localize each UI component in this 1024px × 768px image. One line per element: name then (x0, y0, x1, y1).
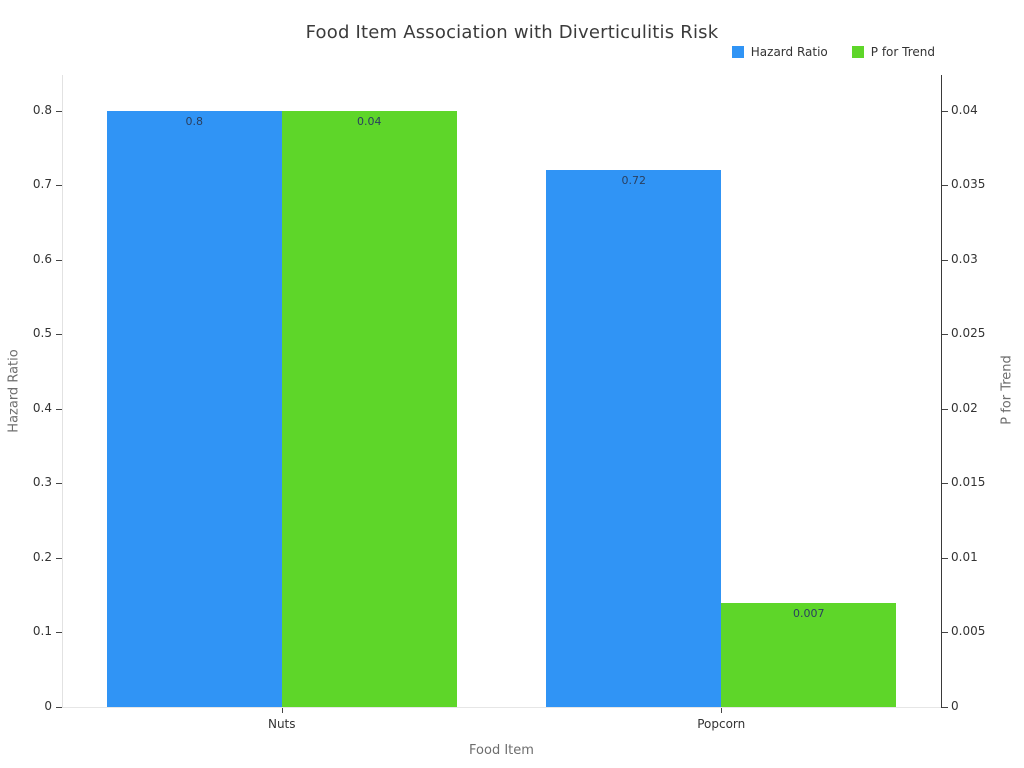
legend-item-p-for-trend[interactable]: P for Trend (851, 45, 935, 59)
tick-mark (56, 557, 62, 559)
y-axis-ticks-left: 0 0.1 0.2 0.3 0.4 0.5 0.6 0.7 0.8 (0, 75, 62, 713)
x-axis-title: Food Item (469, 743, 534, 758)
y-axis-line-right (941, 75, 942, 708)
legend-swatch-p-for-trend (851, 46, 864, 58)
y-tick-label-left: 0.3 (32, 475, 52, 490)
tick-mark (942, 110, 948, 112)
legend-item-hazard-ratio[interactable]: Hazard Ratio (731, 45, 828, 59)
x-axis-line (62, 707, 942, 708)
tick-mark (56, 259, 62, 261)
y-tick-label-right: 0.035 (951, 177, 986, 192)
plot-area: 0.8 0.04 0.72 0.007 (62, 75, 941, 707)
y-tick-label-right: 0.015 (951, 475, 986, 490)
y-tick-label-right: 0.01 (951, 549, 978, 564)
bar-popcorn-hazard-ratio[interactable]: 0.72 (546, 170, 722, 707)
bar-popcorn-p-for-trend[interactable]: 0.007 (721, 602, 897, 707)
x-tick-label-nuts: Nuts (267, 717, 296, 731)
x-tick-mark-nuts (281, 708, 283, 713)
y-tick-label-right: 0.04 (951, 102, 978, 117)
tick-mark (942, 334, 948, 336)
legend-label-hazard-ratio: Hazard Ratio (750, 45, 828, 59)
bar-nuts-hazard-ratio[interactable]: 0.8 (106, 110, 282, 707)
tick-mark (56, 185, 62, 187)
bar-value-label: 0.8 (185, 114, 204, 128)
legend-swatch-hazard-ratio (731, 46, 744, 58)
tick-mark (942, 259, 948, 261)
y-tick-label-left: 0.7 (32, 177, 52, 192)
bar-nuts-p-for-trend[interactable]: 0.04 (281, 110, 457, 707)
y-tick-label-left: 0.8 (32, 102, 52, 117)
y-tick-label-right: 0 (951, 699, 959, 713)
y-tick-label-left: 0.6 (32, 251, 52, 266)
bar-value-label: 0.72 (621, 174, 647, 188)
y-tick-label-left: 0.2 (32, 549, 52, 564)
y-axis-title-left: Hazard Ratio (6, 349, 22, 433)
y-tick-label-right: 0.005 (951, 624, 986, 639)
tick-mark (56, 408, 62, 410)
legend: Hazard Ratio P for Trend (731, 45, 935, 59)
tick-mark (56, 707, 62, 708)
tick-mark (942, 707, 948, 708)
y-tick-label-left: 0 (44, 699, 52, 713)
bar-value-label: 0.007 (793, 606, 825, 620)
chart-title: Food Item Association with Diverticuliti… (305, 22, 719, 43)
bar-value-label: 0.04 (357, 114, 382, 128)
legend-label-p-for-trend: P for Trend (870, 45, 935, 59)
y-tick-label-left: 0.1 (32, 624, 52, 639)
tick-mark (942, 557, 948, 559)
y-axis-title-right: P for Trend (999, 355, 1015, 425)
y-tick-label-right: 0.03 (951, 251, 978, 266)
tick-mark (942, 483, 948, 485)
y-tick-label-left: 0.4 (32, 400, 52, 415)
x-tick-mark-popcorn (721, 708, 723, 713)
x-tick-label-popcorn: Popcorn (697, 717, 746, 731)
y-tick-label-right: 0.025 (951, 326, 986, 341)
tick-mark (942, 185, 948, 187)
tick-mark (942, 408, 948, 410)
category-group-nuts: 0.8 0.04 (62, 75, 502, 707)
tick-mark (56, 334, 62, 336)
tick-mark (942, 632, 948, 634)
tick-mark (56, 632, 62, 634)
tick-mark (56, 483, 62, 485)
y-axis-ticks-right: 0 0.005 0.01 0.015 0.02 0.025 0.03 0.035 0.04 (942, 75, 1024, 713)
y-tick-label-right: 0.02 (951, 400, 978, 415)
category-group-popcorn: 0.72 0.007 (502, 75, 942, 707)
tick-mark (56, 110, 62, 112)
y-tick-label-left: 0.5 (32, 326, 52, 341)
y-axis-line-left (62, 75, 63, 707)
